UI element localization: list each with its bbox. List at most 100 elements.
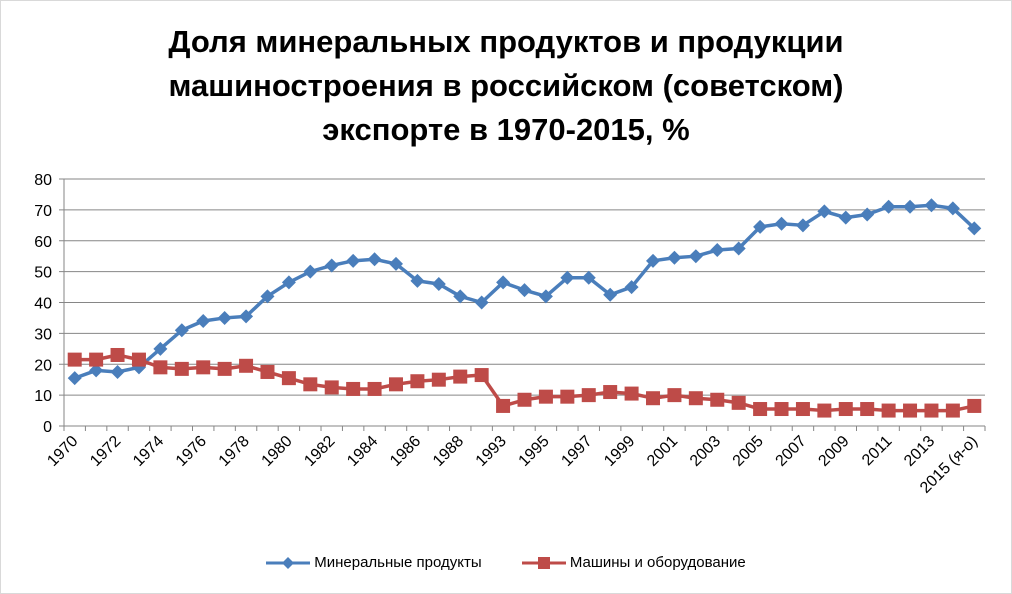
y-tick-label: 60 bbox=[34, 234, 52, 251]
y-tick-label: 30 bbox=[34, 326, 52, 343]
y-tick-label: 10 bbox=[34, 388, 52, 405]
data-point bbox=[603, 385, 618, 400]
data-point bbox=[560, 389, 575, 404]
data-point bbox=[860, 402, 875, 417]
x-tick-label: 1988 bbox=[430, 433, 467, 470]
data-point bbox=[795, 218, 810, 233]
data-point bbox=[89, 363, 104, 378]
y-tick-label: 70 bbox=[34, 203, 52, 220]
data-point bbox=[110, 347, 125, 362]
y-tick-label: 20 bbox=[34, 357, 52, 374]
x-tick-label: 1978 bbox=[216, 433, 253, 470]
x-tick-label: 1982 bbox=[301, 433, 338, 470]
data-point bbox=[667, 388, 682, 403]
data-point bbox=[324, 380, 339, 395]
data-point bbox=[710, 243, 725, 258]
data-point bbox=[367, 381, 382, 396]
data-point bbox=[753, 219, 768, 234]
data-point bbox=[924, 198, 939, 213]
data-point bbox=[731, 241, 746, 256]
legend-item-minerals: Минеральные продукты bbox=[266, 554, 482, 571]
data-point bbox=[474, 295, 489, 310]
data-point bbox=[453, 369, 468, 384]
x-tick-label: 2013 bbox=[901, 433, 938, 470]
data-point bbox=[624, 386, 639, 401]
data-point bbox=[581, 270, 596, 285]
data-point bbox=[817, 403, 832, 418]
y-tick-label: 50 bbox=[34, 265, 52, 282]
data-point bbox=[346, 253, 361, 268]
x-tick-label: 2011 bbox=[859, 433, 895, 469]
y-tick-label: 0 bbox=[43, 419, 52, 436]
x-tick-label: 2009 bbox=[815, 433, 852, 470]
data-point bbox=[581, 388, 596, 403]
data-point bbox=[838, 402, 853, 417]
data-point bbox=[774, 216, 789, 231]
x-tick-label: 2001 bbox=[644, 433, 681, 470]
data-point bbox=[731, 395, 746, 410]
data-point bbox=[646, 391, 661, 406]
x-tick-label: 2005 bbox=[730, 433, 767, 470]
data-point bbox=[367, 252, 382, 267]
title-line-3: экспорте в 1970-2015, % bbox=[322, 112, 690, 147]
data-point bbox=[217, 361, 232, 376]
data-point bbox=[388, 377, 403, 392]
data-point bbox=[538, 289, 553, 304]
data-point bbox=[517, 392, 532, 407]
data-point bbox=[945, 201, 960, 216]
data-point bbox=[646, 253, 661, 268]
x-tick-label: 1997 bbox=[558, 433, 595, 470]
legend-square-icon bbox=[521, 556, 566, 569]
data-point bbox=[967, 398, 982, 413]
data-point bbox=[67, 352, 82, 367]
data-point bbox=[303, 377, 318, 392]
x-tick-label: 1972 bbox=[87, 433, 124, 470]
data-point bbox=[324, 258, 339, 273]
x-tick-label: 1976 bbox=[173, 433, 210, 470]
data-point bbox=[281, 371, 296, 386]
data-point bbox=[496, 275, 511, 290]
data-point bbox=[881, 403, 896, 418]
data-point bbox=[667, 250, 682, 265]
data-point bbox=[174, 323, 189, 338]
data-point bbox=[710, 392, 725, 407]
data-point bbox=[838, 210, 853, 225]
x-tick-label: 2003 bbox=[687, 433, 724, 470]
data-point bbox=[89, 352, 104, 367]
series-1 bbox=[67, 198, 982, 386]
legend: Минеральные продукты Машины и оборудован… bbox=[0, 554, 1012, 574]
legend-item-machinery: Машины и оборудование bbox=[521, 554, 746, 571]
data-point bbox=[196, 360, 211, 375]
data-point bbox=[453, 289, 468, 304]
data-point bbox=[496, 398, 511, 413]
x-tick-label: 2007 bbox=[773, 433, 810, 470]
data-point bbox=[624, 280, 639, 295]
data-point bbox=[795, 402, 810, 417]
legend-diamond-icon bbox=[266, 556, 311, 569]
x-tick-label: 1995 bbox=[516, 433, 553, 470]
x-tick-label: 1999 bbox=[601, 433, 638, 470]
x-tick-label: 1986 bbox=[387, 433, 424, 470]
data-point bbox=[410, 273, 425, 288]
data-point bbox=[67, 371, 82, 386]
data-point bbox=[967, 221, 982, 236]
legend-label: Минеральные продукты bbox=[314, 554, 482, 571]
data-point bbox=[817, 204, 832, 219]
data-point bbox=[431, 276, 446, 291]
data-point bbox=[688, 249, 703, 264]
data-point bbox=[603, 287, 618, 302]
title-line-2: машиностроения в российском (советском) bbox=[168, 68, 844, 103]
data-point bbox=[560, 270, 575, 285]
data-point bbox=[903, 403, 918, 418]
data-point bbox=[517, 283, 532, 298]
data-point bbox=[281, 275, 296, 290]
data-point bbox=[260, 364, 275, 379]
series-2 bbox=[67, 347, 982, 418]
data-point bbox=[881, 199, 896, 214]
data-point bbox=[924, 403, 939, 418]
data-point bbox=[303, 264, 318, 279]
data-point bbox=[410, 374, 425, 389]
x-tick-label: 1980 bbox=[259, 433, 296, 470]
data-point bbox=[538, 389, 553, 404]
